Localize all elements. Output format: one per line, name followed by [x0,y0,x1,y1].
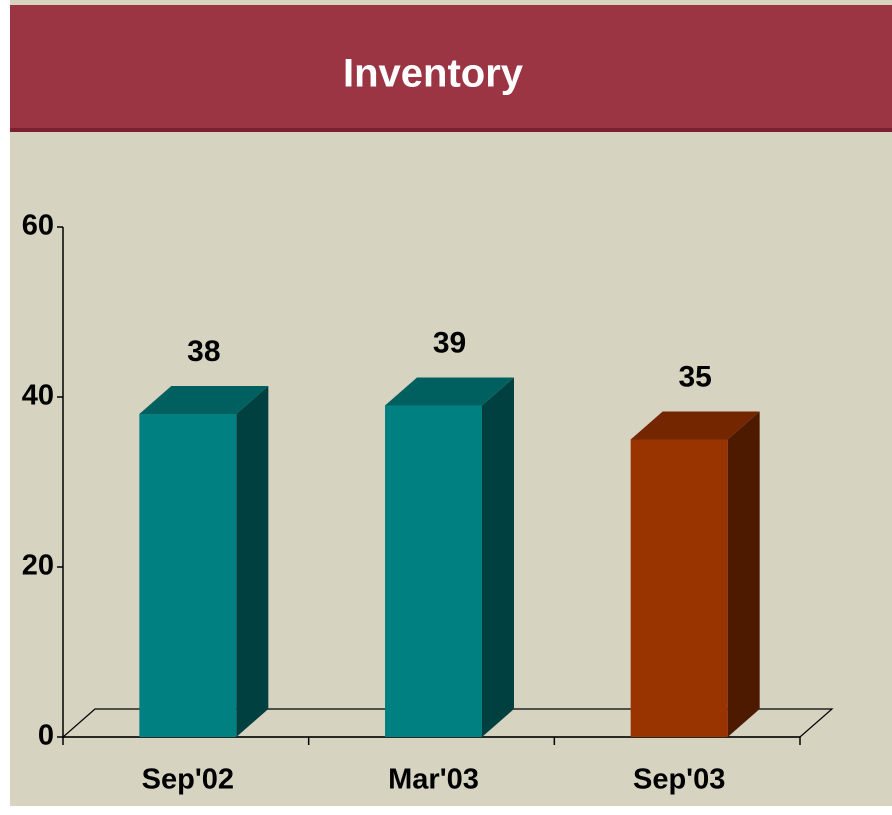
bar [385,405,482,737]
banner-edge [10,128,892,132]
y-tick-label: 0 [38,720,54,752]
value-label: 38 [187,335,220,368]
bar [139,414,237,737]
y-tick-label: 60 [22,210,54,242]
bar [630,439,728,737]
value-label: 35 [678,360,711,393]
y-tick-label: 20 [22,550,54,582]
bar-side [727,411,760,737]
title-banner [10,5,892,132]
bar-top [385,377,514,406]
y-tick-label: 40 [22,380,54,412]
bar-side [482,377,514,737]
x-tick-label: Mar'03 [388,764,479,796]
bar-top [139,386,269,414]
bar-side [236,386,269,737]
value-label: 39 [433,326,466,359]
bar-top [630,411,760,440]
x-tick-label: Sep'03 [633,764,725,796]
x-tick-label: Sep'02 [142,764,234,796]
chart-title: Inventory [343,52,524,96]
